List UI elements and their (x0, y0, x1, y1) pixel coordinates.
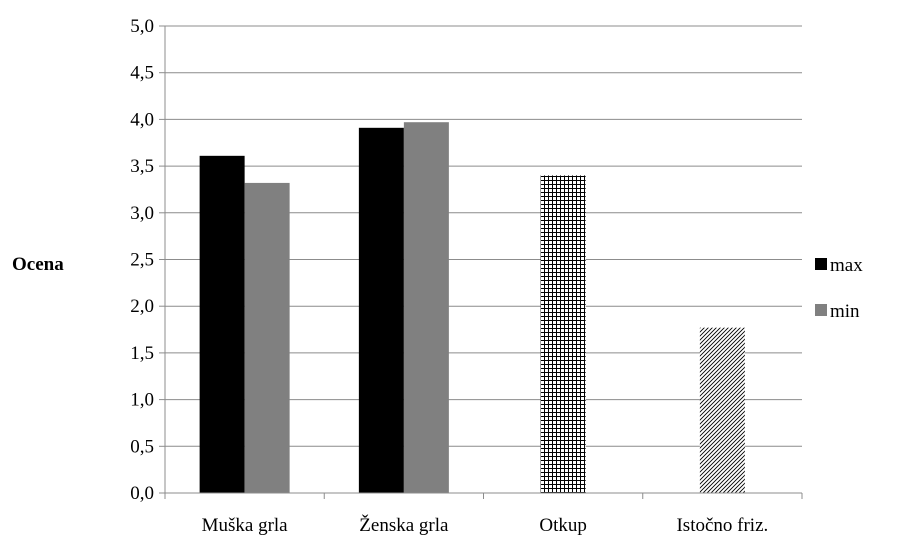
y-tick-label: 5,0 (130, 16, 154, 37)
y-tick-label: 3,0 (130, 203, 154, 224)
bar-max (199, 155, 245, 494)
y-tick-label: 4,0 (130, 109, 154, 130)
bar-min (403, 122, 449, 494)
x-category-label: Istočno friz. (676, 515, 768, 536)
legend-label-max: max (830, 255, 863, 276)
y-tick-label: 0,0 (130, 483, 154, 504)
bars (199, 122, 745, 494)
y-tick-label: 3,5 (130, 156, 154, 177)
legend-swatch-min (815, 304, 827, 316)
y-tick-label: 1,0 (130, 390, 154, 411)
legend-label-min: min (830, 301, 860, 322)
y-axis-ticks: 0,0 0,5 1,0 1,5 2,0 2,5 3,0 3,5 4,0 4,5 5,0 (130, 16, 165, 504)
y-tick-label: 2,0 (130, 296, 154, 317)
y-tick-label: 4,5 (130, 63, 154, 84)
x-category-label: Otkup (539, 515, 587, 536)
legend-swatch-max (815, 258, 827, 270)
category-labels: Muška grla Ženska grla Otkup Istočno friz. (202, 514, 769, 536)
x-category-label: Ženska grla (359, 514, 449, 536)
bar-crosshatch (540, 175, 586, 493)
x-category-label: Muška grla (202, 515, 289, 536)
y-tick-label: 1,5 (130, 343, 154, 364)
bar-min (244, 182, 290, 494)
y-tick-label: 2,5 (130, 250, 154, 271)
bar-max (358, 127, 404, 493)
axes (164, 26, 803, 499)
bar-diagonal (699, 327, 745, 493)
y-tick-label: 0,5 (130, 436, 154, 457)
y-axis-title: Ocena (12, 254, 64, 275)
legend: max min (815, 255, 863, 322)
